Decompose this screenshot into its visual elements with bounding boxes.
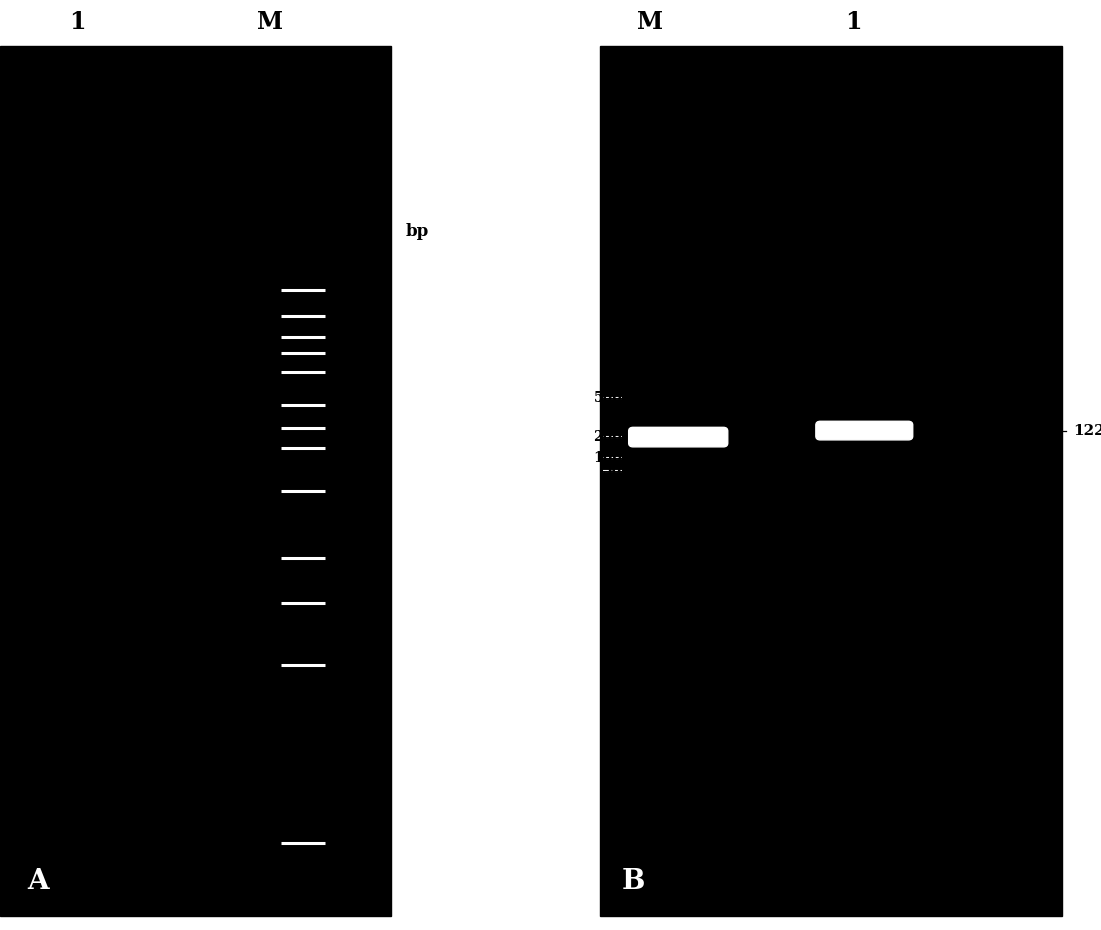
Text: 8000: 8000 <box>336 309 374 324</box>
Text: 1000: 1000 <box>336 551 374 565</box>
Bar <box>0 46 391 916</box>
Text: 200bp: 200bp <box>593 430 642 445</box>
Text: 750: 750 <box>336 595 364 610</box>
Text: 100bp: 100bp <box>593 450 642 465</box>
Text: M: M <box>257 10 283 34</box>
Text: 2000: 2000 <box>336 441 374 456</box>
FancyBboxPatch shape <box>816 421 913 440</box>
Text: bp: bp <box>405 223 428 240</box>
Text: 1: 1 <box>846 10 861 34</box>
Text: 50bp: 50bp <box>603 463 642 478</box>
Text: 250: 250 <box>336 835 364 850</box>
Text: 5000: 5000 <box>336 346 374 361</box>
Text: 122bp: 122bp <box>1073 423 1101 438</box>
Text: 6000: 6000 <box>336 329 374 344</box>
Text: 2500: 2500 <box>336 420 374 435</box>
Text: B: B <box>622 868 645 895</box>
Text: 1500: 1500 <box>336 484 374 498</box>
Bar <box>600 46 1062 916</box>
Text: 3000: 3000 <box>336 397 374 412</box>
Text: 1: 1 <box>69 10 85 34</box>
Text: 500bp: 500bp <box>593 391 642 405</box>
FancyBboxPatch shape <box>629 428 728 447</box>
Text: A: A <box>28 868 50 895</box>
Text: 500: 500 <box>336 658 364 672</box>
Text: 12000: 12000 <box>336 283 384 298</box>
Text: 4000: 4000 <box>336 365 374 379</box>
Text: M: M <box>636 10 663 34</box>
